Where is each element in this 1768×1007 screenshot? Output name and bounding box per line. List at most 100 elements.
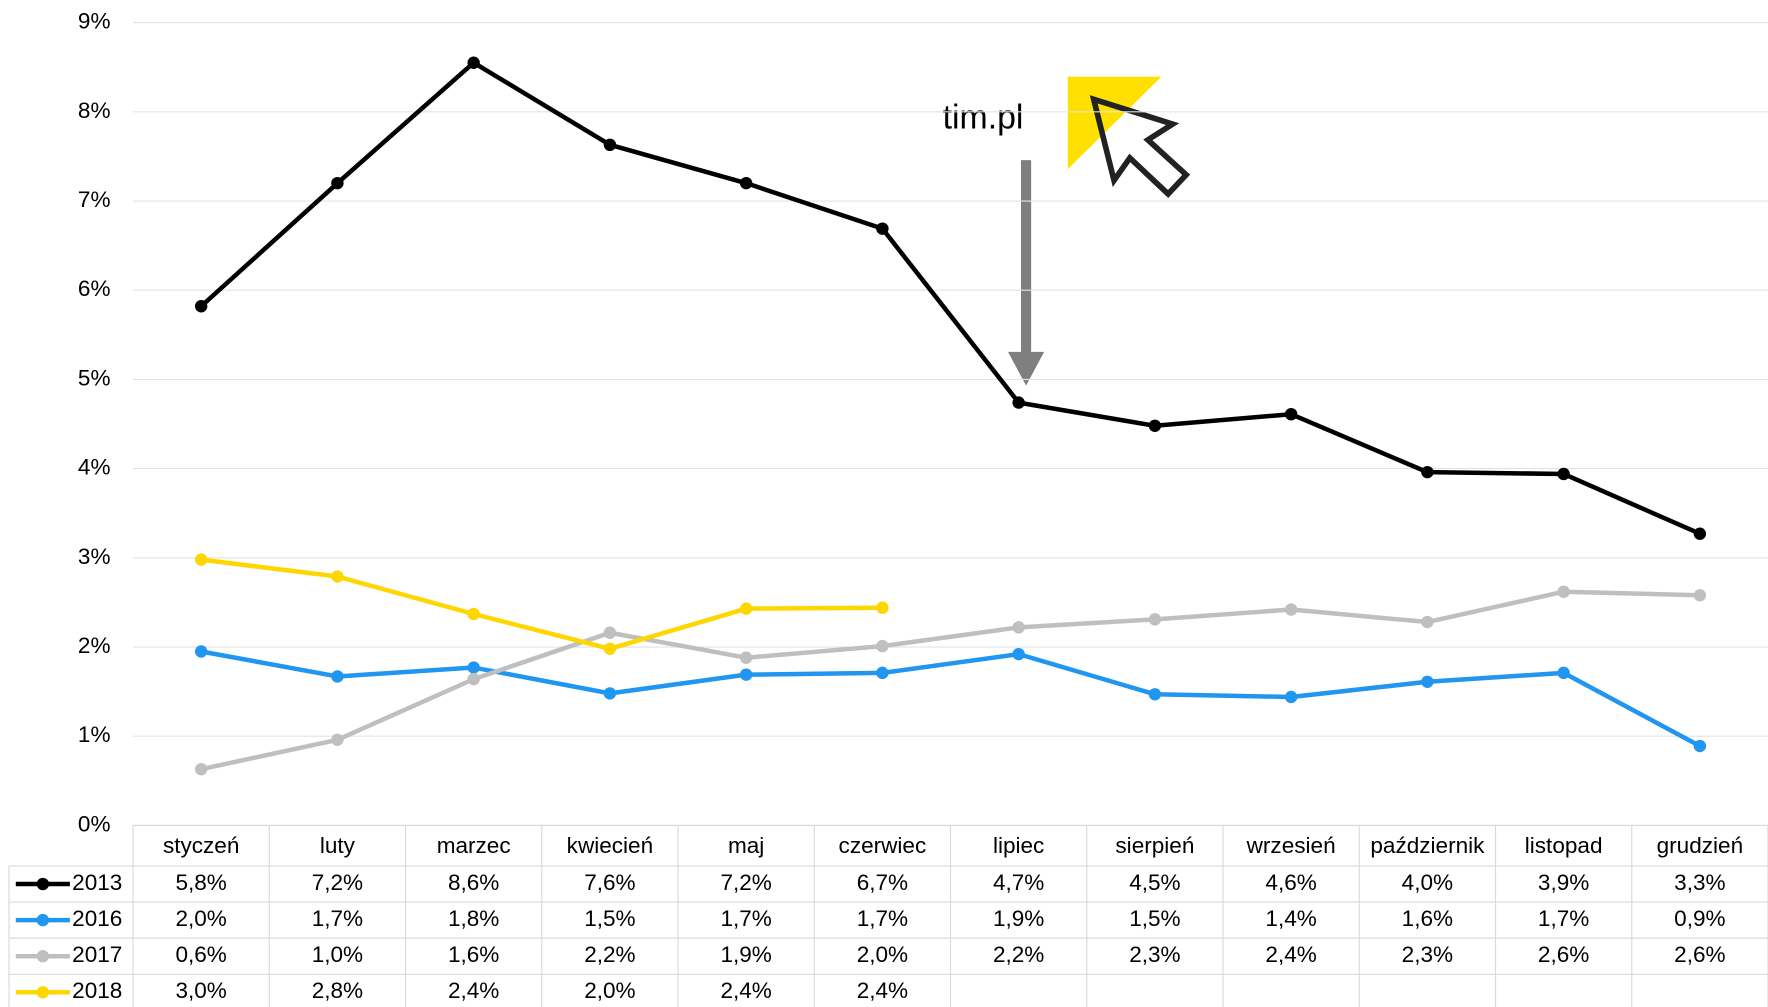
data-point	[1421, 675, 1434, 689]
table-value: 4,5%	[1129, 870, 1180, 895]
y-tick-label: 2%	[78, 633, 111, 658]
table-value: 2,4%	[857, 978, 908, 1003]
data-point	[603, 687, 617, 700]
series-line	[199, 60, 1701, 536]
x-tick-label: czerwiec	[839, 833, 927, 858]
table-value: 8,6%	[448, 870, 499, 895]
data-point	[1284, 690, 1298, 704]
table-value: 2,6%	[1674, 942, 1725, 967]
data-point	[467, 56, 480, 69]
table-value: 4,7%	[993, 870, 1044, 895]
data-point	[194, 763, 208, 776]
table-value: 1,9%	[993, 906, 1044, 931]
table-value: 7,6%	[584, 870, 635, 895]
data-point	[331, 570, 344, 583]
table-value: 0,9%	[1674, 906, 1725, 931]
data-point	[1284, 603, 1298, 616]
data-point	[194, 645, 208, 658]
table-value: 1,8%	[448, 906, 499, 931]
data-point	[331, 733, 344, 746]
data-point	[1148, 419, 1162, 432]
table-value: 4,0%	[1402, 870, 1453, 895]
data-point	[1284, 407, 1298, 421]
data-point	[876, 222, 889, 235]
table-value: 1,6%	[1402, 906, 1453, 931]
x-tick-label: grudzień	[1657, 833, 1744, 858]
legend-marker	[36, 877, 50, 891]
x-tick-label: sierpień	[1115, 833, 1194, 858]
table-value: 2,0%	[175, 906, 226, 931]
table-value: 2,6%	[1538, 942, 1589, 967]
data-point	[1421, 615, 1434, 629]
table-value: 1,7%	[857, 906, 908, 931]
x-tick-label: lipiec	[993, 833, 1044, 858]
x-tick-label: listopad	[1525, 833, 1603, 858]
y-tick-label: 5%	[78, 365, 111, 390]
data-point	[603, 642, 617, 655]
table-value: 1,7%	[312, 906, 363, 931]
table-value: 1,5%	[1129, 906, 1180, 931]
legend-marker	[36, 986, 50, 999]
table-value: 2,0%	[857, 942, 908, 967]
table-value: 2,2%	[993, 942, 1044, 967]
logo	[1067, 76, 1191, 198]
data-point	[739, 602, 753, 615]
y-tick-label: 6%	[78, 276, 111, 301]
data-point	[1557, 467, 1570, 481]
data-point	[1557, 585, 1570, 598]
table-value: 0,6%	[175, 942, 226, 967]
series-line	[200, 649, 1701, 749]
series-line	[200, 589, 1700, 772]
data-point	[739, 668, 753, 681]
x-tick-label: luty	[320, 833, 356, 858]
data-point	[1557, 666, 1570, 680]
table-value: 1,7%	[720, 906, 771, 931]
table-value: 3,3%	[1674, 870, 1725, 895]
series-line	[200, 557, 883, 652]
data-point	[467, 672, 480, 686]
table-value: 2,3%	[1402, 942, 1453, 967]
legend-label: 2017	[72, 942, 122, 967]
data-point	[876, 601, 889, 614]
data-point	[467, 607, 480, 621]
y-tick-label: 0%	[78, 811, 111, 836]
data-point	[1693, 739, 1707, 753]
table-value: 1,9%	[720, 942, 771, 967]
data-point	[1421, 465, 1434, 479]
table-value: 4,6%	[1265, 870, 1316, 895]
data-point	[876, 639, 889, 653]
table-value: 2,0%	[584, 978, 635, 1003]
data-point	[1148, 613, 1162, 626]
table-value: 7,2%	[312, 870, 363, 895]
x-tick-label: wrzesień	[1246, 833, 1336, 858]
legend-marker	[36, 913, 50, 927]
data-point	[194, 553, 208, 566]
data-point	[1693, 589, 1707, 602]
table-value: 1,4%	[1265, 906, 1316, 931]
table-value: 5,8%	[175, 870, 226, 895]
table-value: 6,7%	[857, 870, 908, 895]
arrow-head	[1008, 351, 1045, 386]
data-point	[1148, 688, 1162, 701]
x-tick-label: październik	[1370, 833, 1485, 858]
logo-cursor	[1089, 95, 1191, 198]
data-point	[194, 300, 208, 313]
data-point	[876, 666, 889, 680]
table-value: 2,4%	[720, 978, 771, 1003]
legend-marker	[36, 950, 50, 963]
data-point	[1693, 527, 1707, 540]
table-value: 1,0%	[312, 942, 363, 967]
data-point	[331, 670, 344, 683]
data-point	[1012, 647, 1025, 661]
table-value: 2,8%	[312, 978, 363, 1003]
table-value: 2,4%	[448, 978, 499, 1003]
data-point	[331, 176, 344, 190]
table-value: 1,7%	[1538, 906, 1589, 931]
y-tick-label: 3%	[78, 544, 111, 569]
annotation: tim.pl	[943, 99, 1024, 137]
y-tick-label: 1%	[78, 722, 111, 747]
table-value: 3,0%	[175, 978, 226, 1003]
legend-label: 2013	[72, 870, 122, 895]
x-tick-label: maj	[728, 833, 764, 858]
